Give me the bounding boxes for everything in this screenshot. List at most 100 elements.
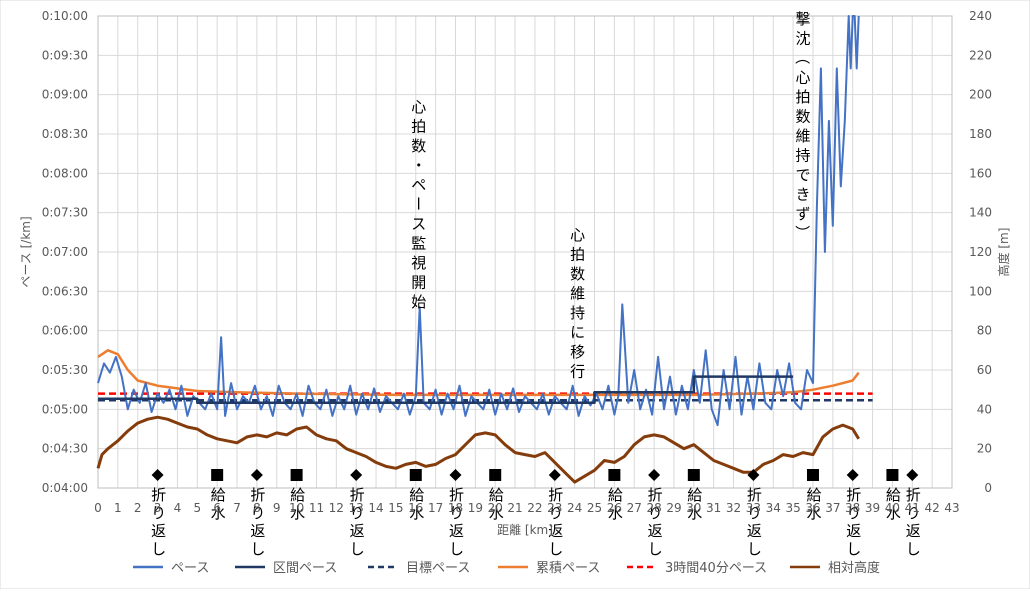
right-tick-label: 120 [969, 245, 992, 259]
annotation-char: （ [793, 49, 811, 64]
x-tick-label: 12 [329, 501, 344, 515]
x-tick-label: 29 [666, 501, 681, 515]
marker-label-char: し [548, 540, 563, 558]
right-tick-label: 160 [969, 166, 992, 180]
x-tick-label: 27 [627, 501, 642, 515]
annotation-char: 維 [796, 127, 811, 145]
water-station-square-icon [688, 469, 700, 481]
x-tick-label: 32 [726, 501, 741, 515]
marker-label-char: し [906, 540, 921, 558]
annotation-char: ー [409, 196, 427, 211]
left-tick-label: 0:06:30 [42, 284, 88, 298]
x-tick-label: 39 [865, 501, 880, 515]
left-tick-label: 0:10:00 [42, 9, 88, 23]
x-tick-label: 18 [448, 501, 463, 515]
right-tick-label: 140 [969, 206, 992, 220]
x-tick-label: 11 [309, 501, 324, 515]
annotation-char: 拍 [796, 88, 811, 106]
annotation-char: ・ [411, 157, 426, 175]
x-tick-label: 16 [408, 501, 423, 515]
water-station-square-icon [886, 469, 898, 481]
left-tick-label: 0:09:00 [42, 88, 88, 102]
x-tick-label: 23 [547, 501, 562, 515]
x-tick-label: 25 [587, 501, 602, 515]
marker-label-char: 返 [846, 522, 861, 540]
x-tick-label: 38 [845, 501, 860, 515]
annotation-char: で [796, 166, 811, 184]
right-tick-label: 60 [977, 363, 992, 377]
marker-label-char: 返 [648, 522, 663, 540]
x-axis-title: 距離 [km] [497, 523, 553, 537]
marker-label-char: し [747, 540, 762, 558]
water-station-square-icon [211, 469, 223, 481]
legend-label: 3時間40分ペース [665, 561, 767, 576]
left-tick-label: 0:05:30 [42, 363, 88, 377]
x-tick-label: 37 [825, 501, 840, 515]
x-tick-label: 20 [488, 501, 503, 515]
x-tick-label: 10 [289, 501, 304, 515]
annotation-char: ず [796, 205, 811, 223]
annotation-char: 数 [796, 108, 811, 126]
left-axis-title: ペース [/km] [19, 216, 33, 287]
x-tick-label: 40 [885, 501, 900, 515]
x-tick-label: 3 [154, 501, 162, 515]
legend-label: 累積ペース [536, 561, 600, 576]
x-tick-label: 6 [213, 501, 221, 515]
x-tick-label: 2 [134, 501, 142, 515]
x-tick-label: 22 [527, 501, 542, 515]
right-tick-label: 0 [984, 481, 992, 495]
x-tick-label: 4 [174, 501, 182, 515]
right-axis-title: 高度 [m] [996, 228, 1011, 277]
legend-label: 相対高度 [828, 560, 880, 576]
legend-label: ペース [171, 561, 209, 576]
right-tick-label: 80 [977, 324, 992, 338]
right-tick-label: 100 [969, 284, 992, 298]
right-tick-label: 200 [969, 88, 992, 102]
right-tick-label: 220 [969, 48, 992, 62]
x-tick-label: 28 [646, 501, 661, 515]
annotation-char: 心 [570, 226, 585, 244]
x-tick-label: 8 [253, 501, 261, 515]
water-station-square-icon [489, 469, 501, 481]
legend-label: 区間ペース [273, 561, 337, 576]
annotation-char: き [796, 186, 811, 204]
annotation-char: 拍 [411, 118, 426, 136]
x-tick-label: 9 [273, 501, 281, 515]
marker-label-char: し [250, 540, 265, 558]
left-tick-label: 0:04:30 [42, 442, 88, 456]
marker-label-char: し [151, 540, 166, 558]
marker-label-char: し [350, 540, 365, 558]
x-tick-label: 35 [785, 501, 800, 515]
annotation-char: 心 [411, 98, 426, 116]
annotation-char: 拍 [570, 246, 585, 264]
left-tick-label: 0:07:00 [42, 245, 88, 259]
marker-label-char: し [648, 540, 663, 558]
annotation-char: ） [793, 225, 811, 240]
annotation-char: 沈 [796, 30, 811, 48]
x-tick-label: 14 [368, 501, 383, 515]
right-tick-label: 240 [969, 9, 992, 23]
annotation-char: 開 [411, 274, 426, 292]
x-tick-label: 41 [905, 501, 920, 515]
marker-label-char: 返 [906, 522, 921, 540]
left-tick-label: 0:08:30 [42, 127, 88, 141]
x-tick-label: 33 [746, 501, 761, 515]
x-tick-label: 7 [233, 501, 241, 515]
annotation-char: 視 [411, 254, 426, 272]
x-tick-label: 15 [388, 501, 403, 515]
x-tick-label: 30 [686, 501, 701, 515]
annotation-char: 始 [411, 293, 426, 311]
x-tick-label: 24 [567, 501, 582, 515]
x-tick-label: 34 [766, 501, 781, 515]
annotation-char: ス [411, 215, 426, 233]
annotation-char: ペ [411, 176, 426, 194]
marker-label-char: 返 [350, 522, 365, 540]
x-tick-label: 0 [94, 501, 102, 515]
x-tick-label: 17 [428, 501, 443, 515]
water-station-square-icon [410, 469, 422, 481]
annotation-char: 行 [570, 363, 585, 381]
